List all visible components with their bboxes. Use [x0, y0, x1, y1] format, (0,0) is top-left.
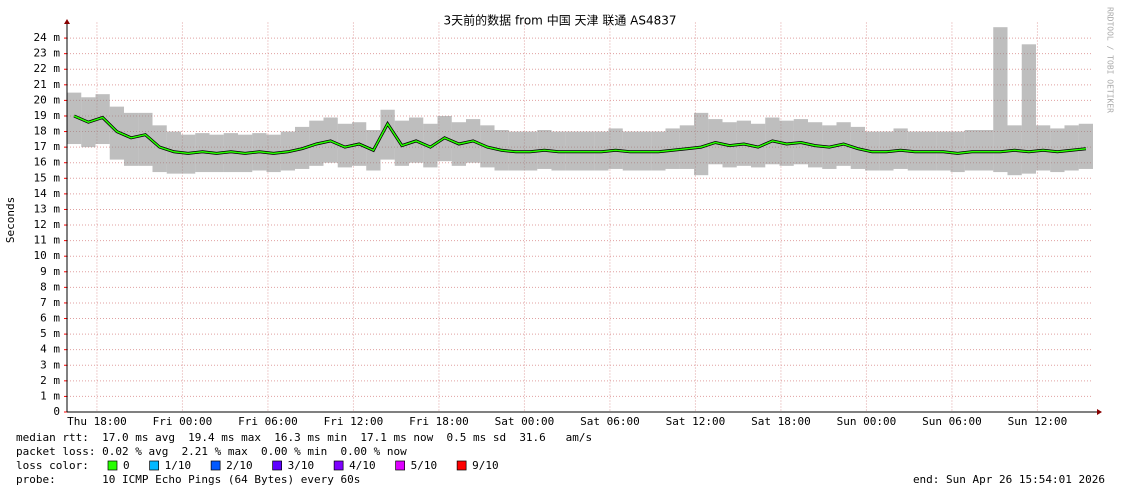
x-tick-label: Sun 12:00: [1008, 415, 1068, 428]
y-tick-label: 10 m: [34, 249, 61, 262]
legend-swatch: [272, 460, 282, 471]
y-tick-label: 21 m: [34, 78, 61, 91]
smoke: [993, 27, 1008, 173]
y-tick-label: 17 m: [34, 140, 61, 153]
y-tick-label: 18 m: [34, 125, 61, 138]
y-tick-label: 3 m: [40, 358, 60, 371]
smoke: [380, 109, 395, 160]
y-tick-label: 14 m: [34, 187, 61, 200]
x-tick-label: Sat 18:00: [751, 415, 811, 428]
legend-label: 5/10: [411, 459, 438, 472]
smoke: [1036, 125, 1051, 171]
y-tick-label: 6 m: [40, 312, 60, 325]
y-tick-label: 2 m: [40, 374, 60, 387]
smoke: [1050, 128, 1065, 173]
legend-swatch: [210, 460, 221, 471]
x-tick-label: Fri 06:00: [238, 415, 298, 428]
x-tick-label: Sat 06:00: [580, 415, 640, 428]
smoke: [694, 112, 709, 176]
smoke: [893, 128, 908, 169]
median-line: [73, 115, 1086, 155]
y-tick-label: 7 m: [40, 296, 60, 309]
y-tick-label: 24 m: [34, 31, 61, 44]
y-tick-label: 4 m: [40, 343, 60, 356]
x-tick-label: Sun 06:00: [922, 415, 982, 428]
y-tick-label: 13 m: [34, 202, 61, 215]
x-tick-label: Fri 12:00: [324, 415, 384, 428]
legend-swatch: [395, 460, 405, 471]
legend-label: 1/10: [165, 459, 192, 472]
y-tick-label: 12 m: [34, 218, 61, 231]
legend-label: 2/10: [226, 459, 253, 472]
y-tick-label: 0: [53, 405, 60, 418]
y-tick-label: 15 m: [34, 171, 61, 184]
smoke: [964, 130, 979, 171]
y-tick-label: 8 m: [40, 280, 60, 293]
y-tick-label: 11 m: [34, 234, 61, 247]
smoke: [979, 130, 994, 171]
smoke: [679, 125, 694, 169]
chart-title: 3天前的数据 from 中国 天津 联通 AS4837: [444, 13, 677, 28]
y-tick-label: 19 m: [34, 109, 61, 122]
x-tick-label: Sat 00:00: [495, 415, 555, 428]
loss-legend-label: loss color:: [16, 459, 89, 472]
y-tick-label: 9 m: [40, 265, 60, 278]
y-tick-label: 1 m: [40, 389, 60, 402]
smoke: [665, 128, 680, 169]
smoke: [1078, 123, 1093, 169]
smoke: [1021, 44, 1036, 174]
legend-swatch: [456, 460, 467, 471]
smoke: [152, 125, 167, 173]
end-time: end: Sun Apr 26 15:54:01 2026: [913, 473, 1105, 486]
stats-line: median rtt: 17.0 ms avg 19.4 ms max 16.3…: [16, 431, 592, 444]
smoke: [1064, 125, 1079, 171]
smoke: [138, 112, 153, 166]
x-tick-label: Thu 18:00: [67, 415, 127, 428]
legend-swatch: [149, 460, 159, 471]
stats-line: packet loss: 0.02 % avg 2.21 % max 0.00 …: [16, 445, 407, 458]
smoke: [608, 128, 623, 169]
y-tick-label: 20 m: [34, 93, 61, 106]
smoke: [124, 112, 139, 166]
smoke: [67, 92, 82, 145]
y-tick-label: 23 m: [34, 47, 61, 60]
legend-label: 3/10: [288, 459, 315, 472]
y-tick-label: 5 m: [40, 327, 60, 340]
legend-label: 4/10: [349, 459, 376, 472]
x-tick-label: Sun 00:00: [837, 415, 897, 428]
legend-label: 9/10: [472, 459, 499, 472]
x-tick-label: Fri 18:00: [409, 415, 469, 428]
axis-arrow: [1097, 409, 1102, 415]
probe: probe: 10 ICMP Echo Pings (64 Bytes) eve…: [16, 473, 360, 486]
axis-arrow: [64, 19, 70, 24]
side-label: RRDTOOL / TOBI OETIKER: [1106, 7, 1115, 113]
x-tick-label: Fri 00:00: [153, 415, 213, 428]
y-tick-label: 22 m: [34, 62, 61, 75]
legend-label: 0: [123, 459, 130, 472]
legend-swatch: [107, 460, 118, 471]
legend-swatch: [333, 460, 344, 471]
x-tick-label: Sat 12:00: [666, 415, 726, 428]
y-tick-label: 16 m: [34, 156, 61, 169]
y-axis-label: Seconds: [4, 197, 17, 243]
smoke: [950, 131, 965, 173]
